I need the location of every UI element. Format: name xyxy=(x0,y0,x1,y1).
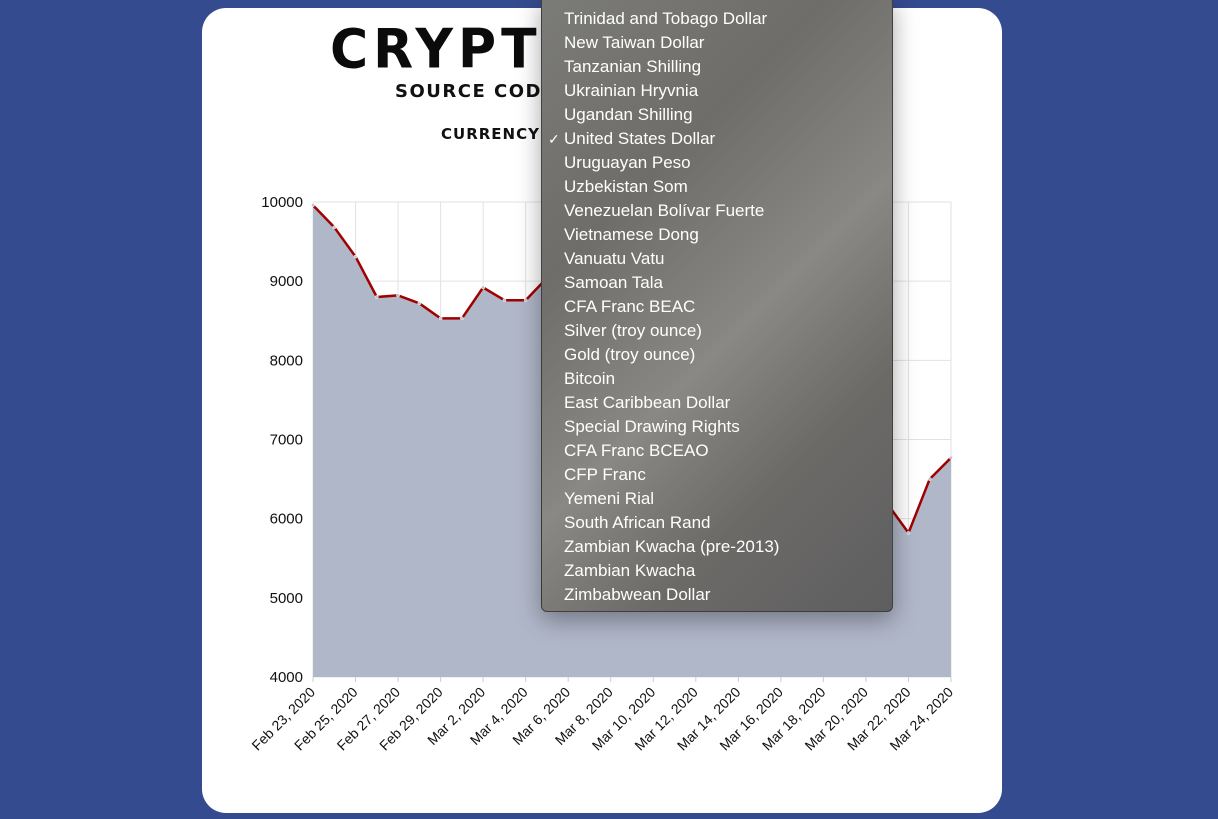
currency-option[interactable]: Samoan Tala xyxy=(542,271,892,295)
currency-option-label: Silver (troy ounce) xyxy=(564,321,702,340)
currency-option[interactable]: CFA Franc BEAC xyxy=(542,295,892,319)
currency-option[interactable]: CFP Franc xyxy=(542,463,892,487)
chart-point xyxy=(353,254,358,259)
y-tick-label: 5000 xyxy=(270,590,303,607)
currency-option-label: New Taiwan Dollar xyxy=(564,33,705,52)
currency-option-label: CFP Franc xyxy=(564,465,646,484)
currency-option-label: Uzbekistan Som xyxy=(564,177,688,196)
currency-option[interactable]: East Caribbean Dollar xyxy=(542,391,892,415)
chart-point xyxy=(396,293,400,298)
currency-option-label: United States Dollar xyxy=(564,129,716,148)
currency-option-label: Gold (troy ounce) xyxy=(564,345,696,364)
chart-point xyxy=(460,316,464,321)
chart-point xyxy=(906,531,911,535)
currency-option-label: Samoan Tala xyxy=(564,273,663,292)
currency-option-label: Tanzanian Shilling xyxy=(564,57,702,76)
chart-point xyxy=(332,225,337,230)
currency-option-label: Ukrainian Hryvnia xyxy=(564,81,699,100)
currency-option[interactable]: Ugandan Shilling xyxy=(542,103,892,127)
chart-point xyxy=(523,298,528,303)
currency-option-label: CFA Franc BEAC xyxy=(564,297,696,316)
currency-option[interactable]: Zimbabwean Dollar xyxy=(542,583,892,607)
currency-option[interactable]: Zambian Kwacha (pre-2013) xyxy=(542,535,892,559)
currency-option[interactable]: Uzbekistan Som xyxy=(542,175,892,199)
currency-option-label: Vanuatu Vatu xyxy=(564,249,665,268)
chart-point xyxy=(927,477,932,481)
checkmark-icon: ✓ xyxy=(548,131,560,147)
currency-option[interactable]: Special Drawing Rights xyxy=(542,415,892,439)
y-tick-label: 8000 xyxy=(270,352,303,369)
currency-option-label: Venezuelan Bolívar Fuerte xyxy=(564,201,765,220)
currency-option-label: Uruguayan Peso xyxy=(564,153,691,172)
currency-option-label: Yemeni Rial xyxy=(564,489,655,508)
y-tick-label: 4000 xyxy=(270,669,303,686)
currency-option-label: Zimbabwean Dollar xyxy=(564,585,711,604)
chart-point xyxy=(311,203,315,208)
chart-point xyxy=(438,316,443,321)
currency-option[interactable]: Yemeni Rial xyxy=(542,487,892,511)
currency-option-label: CFA Franc BCEAO xyxy=(564,441,709,460)
currency-option-label: South African Rand xyxy=(564,513,711,532)
currency-option[interactable]: Uruguayan Peso xyxy=(542,151,892,175)
currency-option-label: Special Drawing Rights xyxy=(564,417,740,436)
currency-option[interactable]: Zambian Kwacha xyxy=(542,559,892,583)
currency-option[interactable]: Tanzanian Shilling xyxy=(542,55,892,79)
chart-point xyxy=(949,455,953,460)
currency-option[interactable]: CFA Franc BCEAO xyxy=(542,439,892,463)
chart-point xyxy=(417,301,422,306)
y-tick-label: 9000 xyxy=(270,273,303,290)
currency-option-label: Bitcoin xyxy=(564,369,616,388)
currency-label: CURRENCY xyxy=(441,125,540,143)
source-code-link[interactable]: SOURCE CODE xyxy=(395,81,556,102)
currency-option[interactable]: Ukrainian Hryvnia xyxy=(542,79,892,103)
currency-option[interactable]: Venezuelan Bolívar Fuerte xyxy=(542,199,892,223)
currency-option[interactable]: Vanuatu Vatu xyxy=(542,247,892,271)
y-tick-label: 7000 xyxy=(270,432,303,449)
currency-option[interactable]: ✓ United States Dollar xyxy=(542,127,892,151)
currency-option[interactable]: Trinidad and Tobago Dollar xyxy=(542,7,892,31)
y-axis: 4000 5000 6000 7000 8000 9000 10000 xyxy=(261,194,303,686)
currency-option[interactable]: Vietnamese Dong xyxy=(542,223,892,247)
currency-option[interactable]: Gold (troy ounce) xyxy=(542,343,892,367)
currency-option[interactable]: South African Rand xyxy=(542,511,892,535)
currency-option-label: Ugandan Shilling xyxy=(564,105,693,124)
y-tick-label: 6000 xyxy=(270,511,303,528)
currency-option-label: Vietnamese Dong xyxy=(564,225,699,244)
chart-point xyxy=(502,298,507,303)
currency-dropdown-menu[interactable]: Trinidad and Tobago Dollar New Taiwan Dol… xyxy=(541,0,893,612)
currency-option-label: East Caribbean Dollar xyxy=(564,393,731,412)
currency-option-label: Zambian Kwacha xyxy=(564,561,696,580)
currency-option[interactable]: New Taiwan Dollar xyxy=(542,31,892,55)
chart-point xyxy=(374,295,379,299)
y-tick-label: 10000 xyxy=(261,194,303,211)
currency-option-label: Zambian Kwacha (pre-2013) xyxy=(564,537,780,556)
currency-option-label: Trinidad and Tobago Dollar xyxy=(564,9,768,28)
chart-point xyxy=(481,285,485,290)
currency-option[interactable]: Silver (troy ounce) xyxy=(542,319,892,343)
currency-options: Trinidad and Tobago Dollar New Taiwan Dol… xyxy=(542,7,892,607)
currency-option[interactable]: Bitcoin xyxy=(542,367,892,391)
